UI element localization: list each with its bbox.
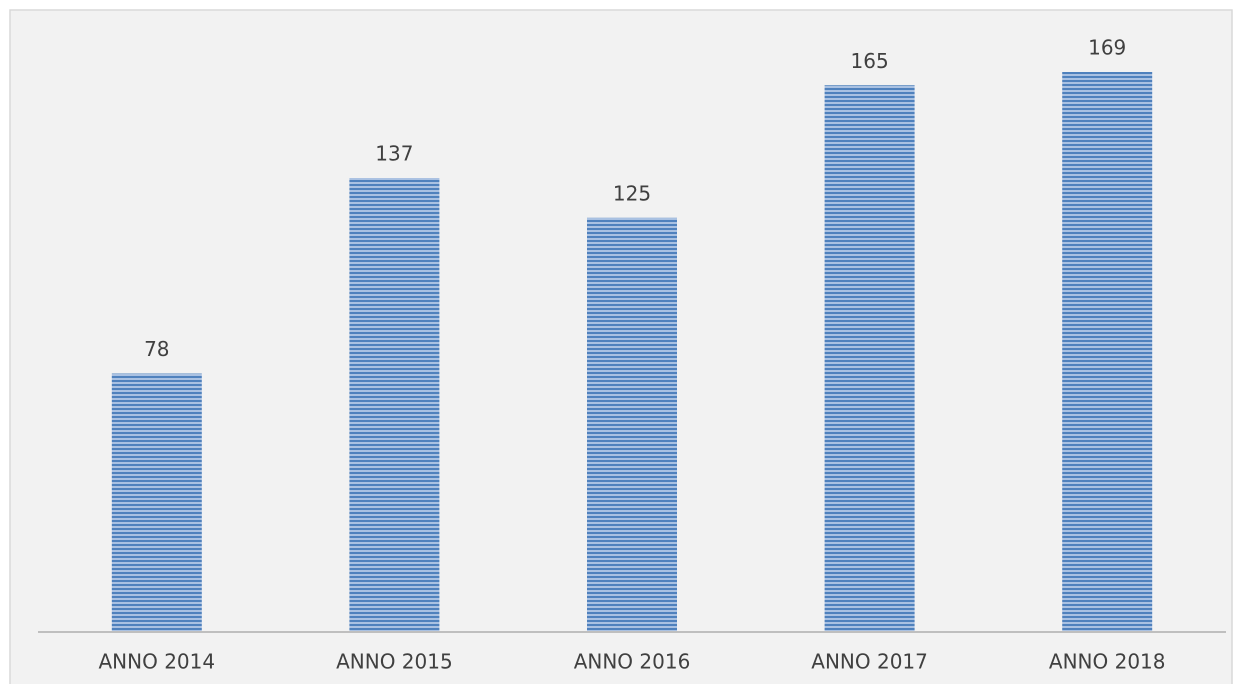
bar [111,373,202,632]
bar [587,217,677,632]
x-tick-label: ANNO 2016 [574,650,691,674]
data-label: 125 [613,181,651,205]
bars [111,72,1153,632]
x-tick-label: ANNO 2015 [336,650,453,674]
data-label: 78 [144,337,169,361]
data-label: 165 [851,49,889,73]
x-tick-label: ANNO 2014 [98,650,215,674]
bar [1062,72,1153,632]
x-tick-label: ANNO 2017 [811,650,928,674]
data-label: 137 [375,142,413,166]
data-label: 169 [1088,36,1126,60]
bar [349,178,440,632]
x-tick-label: ANNO 2018 [1049,650,1166,674]
bar [824,85,915,632]
